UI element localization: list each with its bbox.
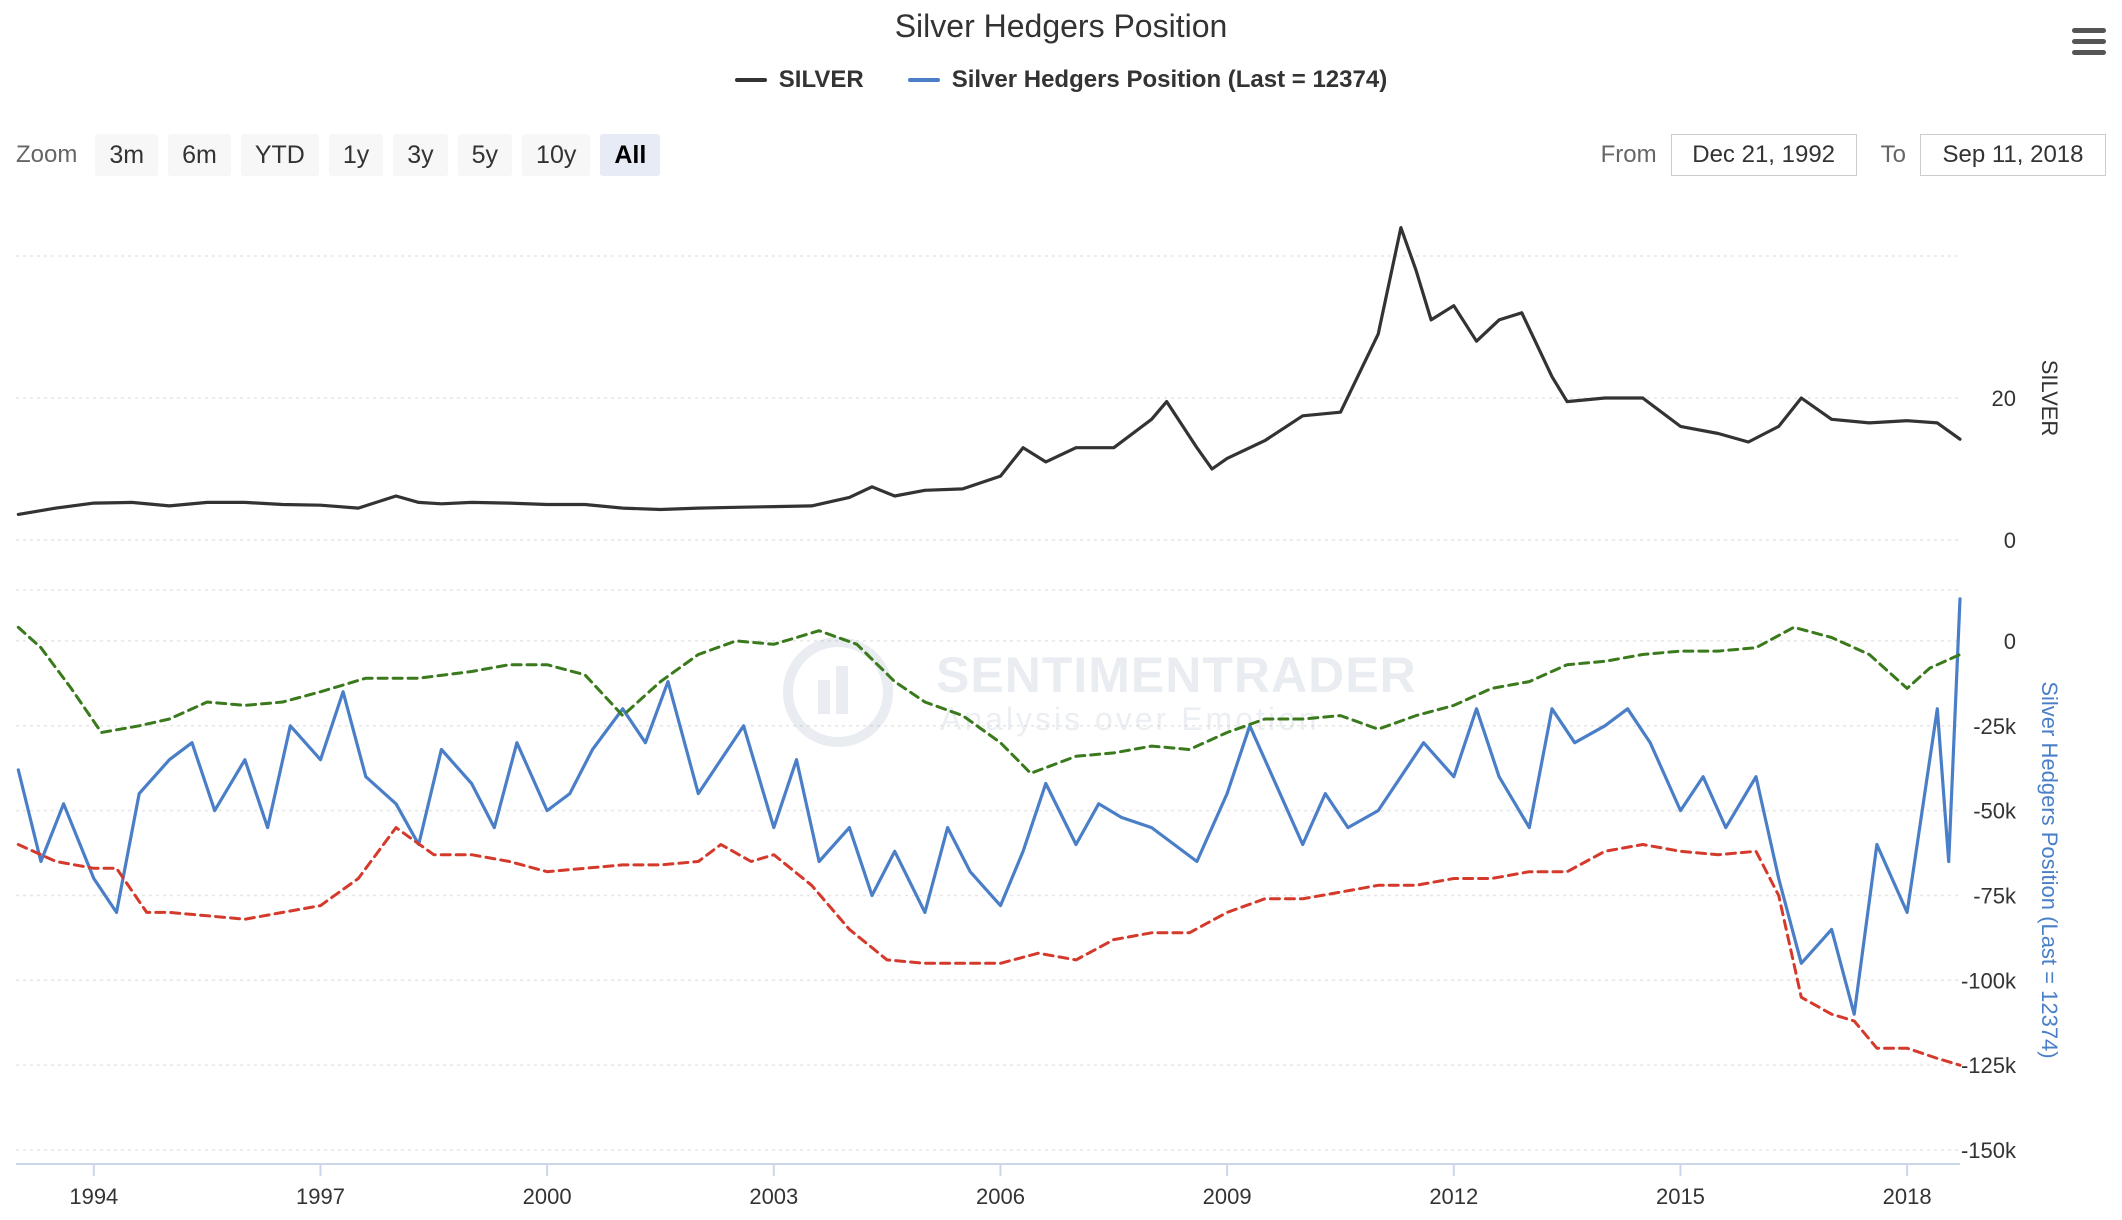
legend-swatch-silver (734, 78, 767, 82)
y-tick-label-hedgers: -150k (1961, 1138, 2017, 1163)
legend-item-silver[interactable]: SILVER (734, 66, 864, 94)
y-tick-label-hedgers: 0 (2004, 629, 2016, 654)
y-tick-label-hedgers: -50k (1973, 799, 2017, 824)
legend-swatch-hedgers (907, 78, 940, 82)
date-range-selector: From To (1591, 134, 2106, 176)
x-tick-label: 2003 (749, 1184, 798, 1209)
x-tick-label: 1997 (296, 1184, 345, 1209)
watermark: SENTIMENTRADER Analysis over Emotion (783, 637, 1417, 747)
zoom-button-1y[interactable]: 1y (328, 134, 384, 176)
watermark-line1: SENTIMENTRADER (936, 647, 1417, 703)
watermark-logo-icon (783, 637, 893, 747)
gridlines (16, 255, 1960, 1151)
range-to-input[interactable] (1920, 134, 2106, 176)
y-tick-label-price: 0 (2004, 528, 2016, 553)
series (16, 226, 1962, 1067)
x-tick-label: 2009 (1203, 1184, 1252, 1209)
range-from-input[interactable] (1670, 134, 1857, 176)
zoom-selector: Zoom 3m 6m YTD 1y 3y 5y 10y All (16, 134, 661, 176)
zoom-button-3y[interactable]: 3y (393, 134, 448, 176)
zoom-button-3m[interactable]: 3m (95, 134, 159, 176)
zoom-button-10y[interactable]: 10y (522, 134, 591, 176)
y-tick-label-price: 20 (1992, 386, 2016, 411)
series-line-upper-band (16, 625, 1962, 775)
legend-label-silver: SILVER (778, 66, 864, 93)
axes: 0 20 SILVER 0 -25k -50k -75k -100k -125k -150k Sil… (16, 360, 2062, 1209)
y-tick-label-hedgers: -75k (1973, 883, 2017, 908)
legend-item-hedgers[interactable]: Silver Hedgers Position (Last = 12374) (907, 66, 1388, 94)
y-axis-title-hedgers: Silver Hedgers Position (Last = 12374) (2037, 681, 2062, 1058)
x-tick-label: 2012 (1429, 1184, 1478, 1209)
legend-label-hedgers: Silver Hedgers Position (Last = 12374) (951, 66, 1388, 93)
x-tick-label: 2006 (976, 1184, 1025, 1209)
y-tick-label-hedgers: -25k (1973, 714, 2017, 739)
y-tick-label-hedgers: -125k (1961, 1053, 2017, 1078)
zoom-label: Zoom (16, 141, 78, 168)
series-line-silver (16, 226, 1962, 517)
zoom-button-ytd[interactable]: YTD (240, 134, 319, 176)
series-line-silver-hedgers-position (16, 597, 1962, 1016)
y-tick-label-hedgers: -100k (1961, 968, 2017, 993)
x-tick-label: 1994 (69, 1184, 118, 1209)
x-tick-label: 2000 (523, 1184, 572, 1209)
hamburger-menu-icon[interactable] (2068, 24, 2110, 60)
zoom-button-6m[interactable]: 6m (168, 134, 231, 176)
x-tick-label: 2015 (1656, 1184, 1705, 1209)
chart-title: Silver Hedgers Position (894, 8, 1228, 44)
watermark-logo-bar-icon (836, 666, 848, 714)
legend: SILVER Silver Hedgers Position (Last = 1… (0, 66, 2122, 94)
y-axis-title-price: SILVER (2037, 360, 2062, 437)
watermark-logo-bar-icon (818, 680, 830, 714)
range-to-label: To (1880, 141, 1906, 168)
x-tick-label: 2018 (1883, 1184, 1932, 1209)
zoom-button-5y[interactable]: 5y (457, 134, 513, 176)
zoom-button-all[interactable]: All (600, 134, 661, 176)
range-from-label: From (1600, 141, 1657, 168)
series-line-lower-band (16, 826, 1962, 1067)
